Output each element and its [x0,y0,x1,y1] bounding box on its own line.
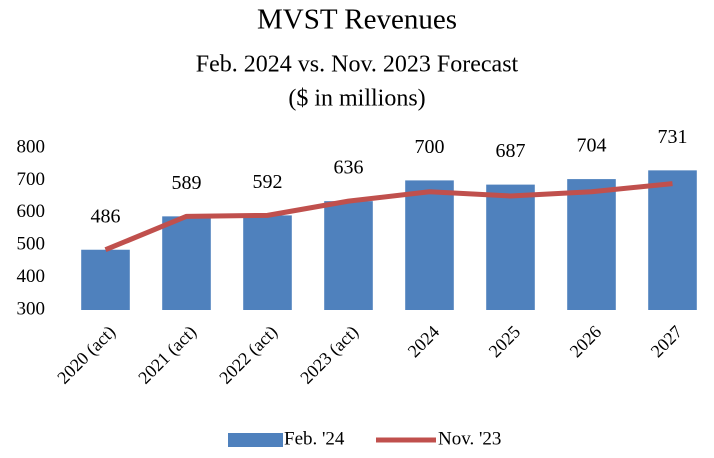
x-tick-label: 2026 [566,322,606,362]
line [104,181,673,253]
bar [648,170,697,310]
x-tick-label: 2027 [647,322,687,362]
data-label: 486 [91,205,121,227]
x-tick-label: 2023 (act) [296,322,363,389]
x-tick-label: 2025 [485,322,525,362]
bar [567,179,616,310]
bar [405,180,454,310]
bar [81,249,130,310]
x-tick-label: 2021 (act) [134,322,201,389]
legend-label: Feb. '24 [284,428,345,449]
legend-swatch [228,433,283,447]
data-label: 636 [334,157,364,179]
y-tick-label: 500 [17,234,46,255]
chart-subtitle: ($ in millions) [288,86,425,112]
legend-label: Nov. '23 [438,428,501,449]
chart-title: MVST Revenues [257,4,457,36]
chart-subtitle: Feb. 2024 vs. Nov. 2023 Forecast [196,52,519,78]
x-tick-label: 2024 [404,322,444,362]
y-tick-label: 800 [17,136,46,157]
data-label: 700 [415,136,445,158]
y-tick-label: 600 [17,201,46,222]
bar [486,184,535,310]
data-label: 592 [253,171,283,193]
data-label: 731 [658,126,688,148]
data-label: 687 [496,140,526,162]
bar [243,215,292,310]
y-tick-label: 300 [17,298,46,319]
x-tick-label: 2020 (act) [53,322,120,389]
bar [324,201,373,310]
y-tick-label: 400 [17,266,46,287]
x-tick-label: 2022 (act) [215,322,282,389]
data-label: 704 [577,135,607,157]
data-label: 589 [172,172,202,194]
bar [162,216,211,310]
y-tick-label: 700 [17,169,46,190]
